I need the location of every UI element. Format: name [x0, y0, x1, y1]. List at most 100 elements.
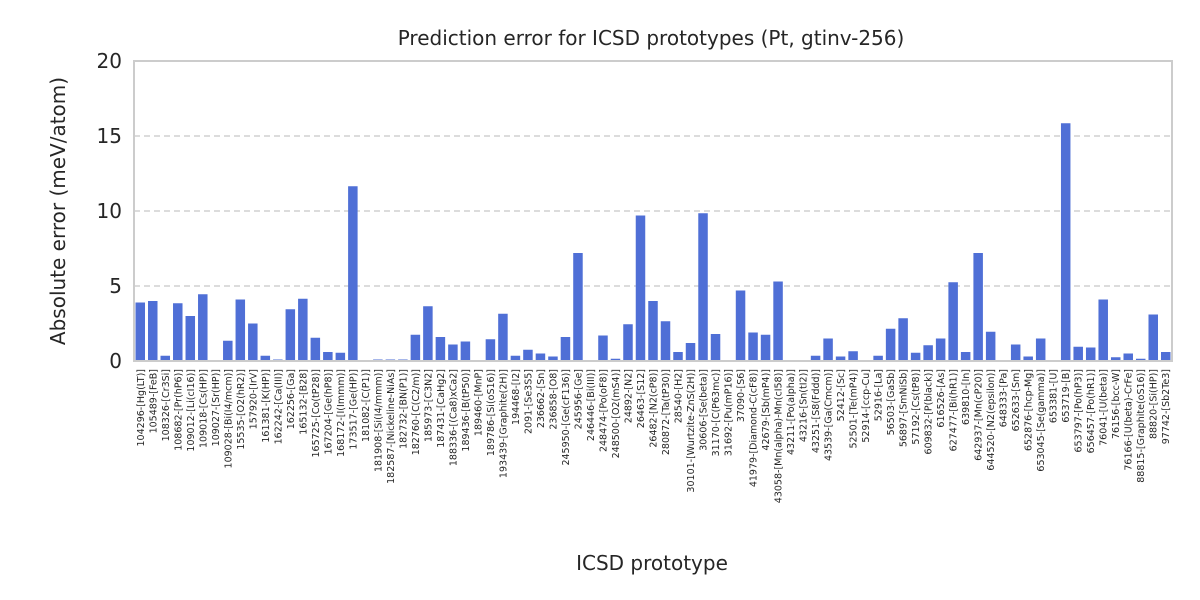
plot-frame	[133, 60, 1173, 362]
bar	[560, 337, 571, 361]
bar	[185, 316, 196, 361]
y-tick-label: 20	[97, 49, 122, 73]
bar	[698, 213, 708, 361]
x-tick-label: 246446-[Bi(III)]	[586, 369, 597, 441]
bar	[1010, 344, 1021, 361]
x-tick-label: 43539-[Ga(Cmcm)]	[824, 369, 835, 461]
bar	[535, 353, 546, 361]
bar	[498, 313, 508, 361]
x-tick-label: 56897-[SmNiSb]	[899, 369, 910, 447]
x-tick-label: 76041-[U(beta)]	[1099, 369, 1110, 446]
x-tick-label: 30606-[Se(beta)]	[699, 369, 710, 451]
x-tick-label: 162242-[Ca(III)]	[273, 369, 284, 444]
x-tick-label: 181908-[Si(I4/mmm)]	[373, 369, 384, 472]
x-tick-label: 52916-[La]	[874, 369, 885, 421]
x-tick-label: 653045-[Se(gamma)]	[1036, 369, 1047, 472]
x-tick-label: 189436-[B(tP50)]	[461, 369, 472, 452]
x-tick-label: 167204-[Ge(hP8)]	[323, 369, 334, 455]
x-tick-label: 165725-[Co(tP28)]	[311, 369, 322, 458]
x-tick-label: 653719-[B]	[1061, 369, 1072, 423]
x-tick-label: 652876-[hcp-Mg]	[1024, 369, 1035, 451]
bar	[248, 323, 258, 361]
x-tick-label: 52501-[Te(mP4)]	[849, 369, 860, 449]
x-tick-label: 248474-[Po(oF8)]	[598, 369, 609, 452]
y-tick-label: 0	[109, 349, 122, 373]
bar	[148, 301, 158, 361]
bar	[410, 334, 421, 361]
bar	[973, 253, 983, 361]
x-tick-label: 627477-[Bi(hR1)]	[949, 369, 960, 451]
x-tick-label: 245950-[Ge(cF136)]	[561, 369, 572, 466]
x-tick-label: 76156-[bcc-W]	[1111, 369, 1122, 439]
bar	[673, 352, 683, 361]
bar	[910, 352, 921, 361]
x-tick-label: 182732-[BN(P1)]	[398, 369, 409, 449]
bar	[810, 355, 821, 361]
bar	[873, 355, 883, 361]
bar	[898, 318, 908, 361]
x-tick-label: 15535-[O2(hR2)]	[236, 369, 247, 450]
x-tick-label: 109027-[Sr(HP)]	[211, 369, 222, 446]
x-tick-label: 43216-[Sn(tI2)]	[799, 369, 810, 442]
y-axis-label: Absolute error (meV/atom)	[46, 77, 70, 345]
bar	[748, 332, 758, 361]
x-tick-label: 182760-[C(C2/m)]	[411, 369, 422, 455]
x-tick-label: 652633-[Sm]	[1011, 369, 1022, 431]
bar	[323, 352, 333, 361]
bar	[310, 337, 321, 361]
bar	[1023, 356, 1033, 361]
x-tick-label: 57192-[Cs(tP8)]	[911, 369, 922, 445]
bar	[573, 253, 583, 361]
bar	[135, 302, 146, 361]
bar	[348, 186, 358, 361]
x-tick-label: 43211-[Po(alpha)]	[786, 369, 797, 455]
x-tick-label: 109028-[Bi(I4/mcm)]	[223, 369, 234, 468]
bar	[823, 338, 833, 361]
x-tick-label: 108682-[Pr(hP6)]	[173, 369, 184, 451]
x-tick-label: 168172-[I(Immm)]	[336, 369, 347, 457]
bar	[960, 352, 971, 361]
x-tick-label: 43251-[S8(Fddd)]	[811, 369, 822, 453]
x-tick-label: 189460-[MnP]	[473, 369, 484, 436]
x-tick-label: 41979-[Diamond-C(cF8)]	[749, 369, 760, 487]
x-tick-label: 245956-[Ge]	[573, 369, 584, 429]
x-tick-label: 26482-[N2(cP8)]	[649, 369, 660, 448]
bar	[223, 340, 233, 361]
x-tick-label: 616526-[As]	[936, 369, 947, 428]
bar	[460, 341, 471, 361]
x-tick-label: 182587-[Nickeline-NiAs]	[386, 369, 397, 484]
y-tick-label: 10	[97, 199, 122, 223]
bar	[260, 355, 271, 361]
x-tick-label: 644520-[N2(epsilon)]	[986, 369, 997, 471]
bar	[448, 344, 458, 361]
bar	[160, 355, 171, 361]
x-tick-label: 26463-[S12]	[636, 369, 647, 428]
y-tick-labels: 0 5 10 15 20	[97, 49, 122, 373]
bar	[935, 338, 946, 361]
x-tick-label: 248500-[O2(mS4)]	[611, 369, 622, 458]
x-tick-label: 189786-[Si(oS16)]	[486, 369, 497, 456]
x-tick-label: 31170-[C(P63mc)]	[711, 369, 722, 456]
bars	[135, 123, 1171, 361]
x-tick-label: 31692-[Pu(mP16)]	[724, 369, 735, 456]
bar	[710, 334, 721, 361]
x-tick-label: 653381-[U]	[1049, 369, 1060, 423]
bar	[760, 334, 771, 361]
x-tick-label: 97742-[Sb2Te3]	[1161, 369, 1172, 444]
bar	[523, 349, 533, 361]
bar	[835, 356, 846, 361]
x-tick-label: 188336-[(Ca8)xCa2]	[448, 369, 459, 466]
bar	[598, 335, 608, 361]
x-tick-label: 187431-[CaHg2]	[436, 369, 447, 448]
x-tick-label: 648333-[Pa]	[999, 369, 1010, 427]
x-tick-label: 236858-[O8]	[548, 369, 559, 430]
bar	[848, 351, 858, 361]
x-tick-label: 194468-[I2]	[511, 369, 522, 425]
bar	[660, 321, 671, 361]
x-tick-labels: 104296-[Hg(LT)] 105489-[FeB] 108326-[Cr3Si…	[136, 369, 1172, 503]
y-tick-label: 15	[97, 124, 122, 148]
bar	[510, 355, 521, 361]
x-tick-label: 52914-[ccp-Cu]	[861, 369, 872, 443]
x-tick-label: 609832-[P(black)]	[924, 369, 935, 454]
bar	[298, 298, 308, 361]
